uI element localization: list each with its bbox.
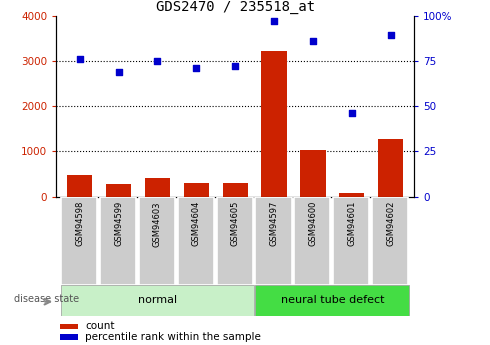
FancyBboxPatch shape <box>217 197 253 285</box>
Text: percentile rank within the sample: percentile rank within the sample <box>85 332 261 342</box>
Point <box>153 58 161 63</box>
Bar <box>378 139 403 197</box>
Text: GSM94601: GSM94601 <box>347 201 356 246</box>
FancyBboxPatch shape <box>255 197 292 285</box>
Bar <box>184 183 209 197</box>
Bar <box>106 185 131 197</box>
Bar <box>67 175 92 197</box>
Point <box>115 69 122 75</box>
Bar <box>222 183 248 197</box>
Bar <box>60 334 78 340</box>
Point <box>309 38 317 44</box>
Text: normal: normal <box>138 295 177 305</box>
Text: GSM94597: GSM94597 <box>270 201 279 246</box>
Text: neural tube defect: neural tube defect <box>281 295 384 305</box>
FancyBboxPatch shape <box>255 285 409 316</box>
Bar <box>300 150 325 197</box>
Text: GSM94602: GSM94602 <box>386 201 395 246</box>
Point <box>270 18 278 24</box>
FancyBboxPatch shape <box>139 197 175 285</box>
Bar <box>262 51 287 197</box>
Point <box>231 63 239 69</box>
Point <box>387 33 394 38</box>
FancyBboxPatch shape <box>100 197 136 285</box>
Bar <box>339 193 365 197</box>
Text: GSM94605: GSM94605 <box>231 201 240 246</box>
Text: disease state: disease state <box>14 294 79 304</box>
Text: GSM94599: GSM94599 <box>114 201 123 246</box>
Point <box>193 65 200 71</box>
FancyBboxPatch shape <box>372 197 408 285</box>
Bar <box>145 178 170 197</box>
Title: GDS2470 / 235518_at: GDS2470 / 235518_at <box>156 0 315 14</box>
Text: count: count <box>85 321 115 331</box>
FancyBboxPatch shape <box>178 197 214 285</box>
FancyBboxPatch shape <box>61 197 97 285</box>
Point <box>76 56 84 62</box>
FancyBboxPatch shape <box>294 197 330 285</box>
Text: GSM94603: GSM94603 <box>153 201 162 247</box>
Text: GSM94598: GSM94598 <box>75 201 84 246</box>
Text: GSM94600: GSM94600 <box>309 201 318 246</box>
FancyBboxPatch shape <box>333 197 369 285</box>
Point <box>348 110 356 116</box>
FancyBboxPatch shape <box>61 285 254 316</box>
Bar <box>60 324 78 329</box>
Text: GSM94604: GSM94604 <box>192 201 201 246</box>
